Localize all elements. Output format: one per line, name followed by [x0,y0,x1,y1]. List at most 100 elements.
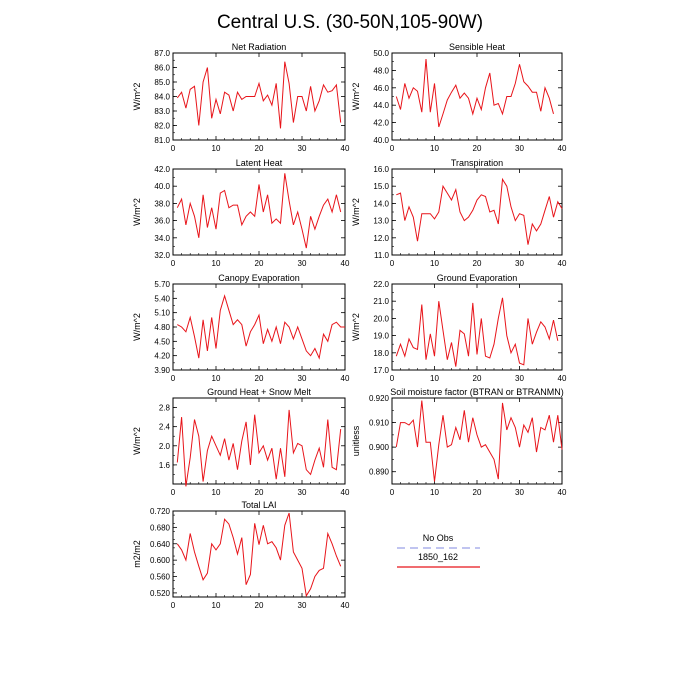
plot-frame [172,510,346,598]
panel-0: Net Radiation W/m^2 81.0 82.0 83.0 84.0 85.0 86… [132,42,350,153]
x-tick-label: 10 [212,601,221,610]
y-tick-label: 84.0 [154,93,170,102]
y-axis-label: unitless [351,425,361,456]
y-tick-label: 50.0 [373,49,389,58]
y-tick-label: 82.0 [154,122,170,131]
y-tick-label: 0.920 [369,394,390,403]
series-line-0 [395,59,554,128]
panel-7: Soil moisture factor (BTRAN or BTRANMN) u… [351,387,567,497]
y-axis-label: W/m^2 [132,427,142,455]
series-line-0 [395,400,563,482]
y-tick-label: 86.0 [154,64,170,73]
plot-frame [391,283,563,371]
y-tick-label: 3.90 [154,366,170,375]
y-tick-label: 19.0 [373,332,389,341]
y-tick-label: 83.0 [154,107,170,116]
plot-frame [391,397,563,485]
x-tick-label: 20 [255,601,264,610]
y-axis-label: W/m^2 [351,198,361,226]
y-tick-label: 2.8 [159,404,171,413]
x-tick-label: 0 [390,488,395,497]
x-tick-label: 30 [298,488,307,497]
legend-label-0: No Obs [423,533,454,543]
panel-title: Transpiration [451,158,503,168]
x-tick-label: 40 [558,374,567,383]
x-tick-label: 0 [390,374,395,383]
series-line-0 [396,177,563,245]
x-tick-label: 40 [341,374,350,383]
panel-6: Ground Heat + Snow Melt W/m^2 1.6 2.0 2.4 2.8… [132,387,350,497]
y-tick-label: 46.0 [373,84,389,93]
y-tick-label: 0.890 [369,468,390,477]
y-tick-label: 18.0 [373,349,389,358]
x-tick-label: 10 [212,488,221,497]
panel-5: Ground Evaporation W/m^2 17.0 18.0 19.0 20.0 2… [351,273,567,383]
panel-title: Soil moisture factor (BTRAN or BTRANMN) [390,387,564,397]
y-tick-label: 0.560 [150,573,171,582]
y-tick-label: 81.0 [154,136,170,145]
y-tick-label: 38.0 [154,199,170,208]
x-tick-label: 0 [390,144,395,153]
y-tick-label: 2.0 [159,442,171,451]
x-tick-label: 40 [341,259,350,268]
x-tick-label: 0 [171,259,176,268]
legend: No Obs 1850_162 [397,533,480,568]
plot-frame [172,52,346,141]
y-tick-label: 0.900 [369,443,390,452]
x-tick-label: 40 [341,488,350,497]
x-tick-label: 40 [558,259,567,268]
x-tick-label: 40 [341,144,350,153]
y-tick-label: 36.0 [154,217,170,226]
x-tick-label: 20 [255,374,264,383]
plot-frame [391,168,563,256]
y-tick-label: 5.10 [154,309,170,318]
panel-2: Latent Heat W/m^2 32.0 34.0 36.0 38.0 40.0 42.0… [132,158,350,268]
figure-title: Central U.S. (30-50N,105-90W) [217,12,483,33]
y-tick-label: 16.0 [373,165,389,174]
panel-title: Net Radiation [232,42,287,52]
x-tick-label: 30 [298,601,307,610]
y-axis-label: W/m^2 [351,313,361,341]
y-axis-label: m2/m2 [132,540,142,568]
plot-frame [172,168,346,256]
y-tick-label: 13.0 [373,217,389,226]
series-line-0 [395,297,559,367]
y-tick-label: 85.0 [154,78,170,87]
y-tick-label: 4.80 [154,323,170,332]
x-tick-label: 0 [171,488,176,497]
panel-4: Canopy Evaporation W/m^2 3.90 4.20 4.50 4.80 5… [132,273,350,383]
x-tick-label: 20 [255,488,264,497]
y-tick-label: 4.50 [154,337,170,346]
panels: Net Radiation W/m^2 81.0 82.0 83.0 84.0 85.0 86… [132,42,567,610]
y-tick-label: 12.0 [373,234,389,243]
x-tick-label: 10 [430,259,439,268]
y-tick-label: 1.6 [159,461,171,470]
x-tick-label: 0 [171,374,176,383]
panel-title: Ground Heat + Snow Melt [207,387,311,397]
x-tick-label: 10 [430,374,439,383]
x-tick-label: 30 [515,374,524,383]
y-tick-label: 21.0 [373,297,389,306]
x-tick-label: 30 [515,259,524,268]
legend-label-1: 1850_162 [418,552,458,562]
y-axis-label: W/m^2 [132,83,142,111]
x-tick-label: 30 [515,488,524,497]
y-tick-label: 0.640 [150,540,171,549]
x-tick-label: 20 [473,374,482,383]
y-tick-label: 40.0 [373,136,389,145]
y-tick-label: 0.600 [150,556,171,565]
series-line-0 [176,61,342,129]
x-tick-label: 30 [298,144,307,153]
series-line-0 [177,294,345,360]
series-line-0 [176,512,342,598]
panel-1: Sensible Heat W/m^2 40.0 42.0 44.0 46.0 48.0 50… [351,42,567,153]
y-axis-label: W/m^2 [132,313,142,341]
x-tick-label: 10 [212,259,221,268]
x-tick-label: 10 [212,144,221,153]
x-tick-label: 40 [341,601,350,610]
x-tick-label: 20 [473,144,482,153]
y-tick-label: 11.0 [374,251,390,260]
y-tick-label: 42.0 [154,165,170,174]
x-tick-label: 40 [558,144,567,153]
panel-title: Ground Evaporation [437,273,518,283]
